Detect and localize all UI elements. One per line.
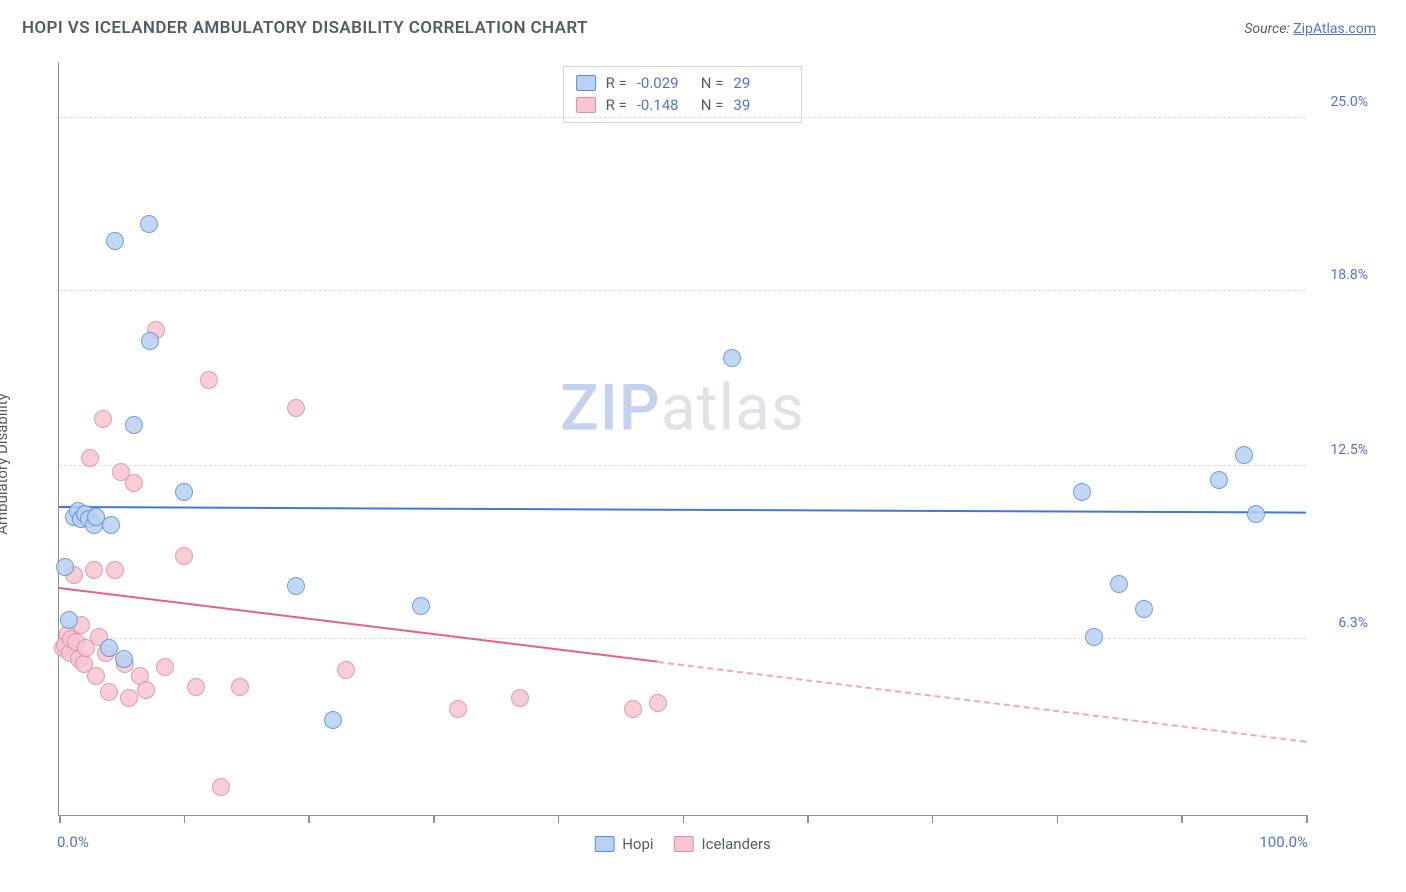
stats-legend-box: R = -0.029 N = 29 R = -0.148 N = 39 <box>563 66 803 123</box>
data-point-hopi <box>56 558 74 576</box>
data-point-icelanders <box>231 678 249 696</box>
legend-label: Hopi <box>622 835 653 853</box>
data-point-hopi <box>324 711 342 729</box>
data-point-hopi <box>723 349 741 367</box>
gridline <box>59 117 1306 118</box>
stat-r-label: R = <box>606 72 627 94</box>
stats-row-icelanders: R = -0.148 N = 39 <box>576 94 788 116</box>
stat-n-value: 39 <box>733 94 787 116</box>
data-point-icelanders <box>175 547 193 565</box>
chart-title: HOPI VS ICELANDER AMBULATORY DISABILITY … <box>22 18 588 38</box>
stat-r-label: R = <box>606 94 627 116</box>
legend-item-hopi: Hopi <box>594 835 653 853</box>
trend-line-hopi <box>59 506 1306 514</box>
stat-r-value: -0.148 <box>637 94 691 116</box>
source-prefix: Source: <box>1244 21 1293 37</box>
data-point-icelanders <box>106 561 124 579</box>
x-tick <box>558 815 560 823</box>
data-point-hopi <box>287 577 305 595</box>
data-point-hopi <box>175 483 193 501</box>
data-point-icelanders <box>120 689 138 707</box>
y-tick-label: 18.8% <box>1312 267 1368 283</box>
x-tick <box>59 815 61 823</box>
data-point-icelanders <box>85 561 103 579</box>
watermark-bold: ZIP <box>560 371 661 446</box>
data-point-icelanders <box>212 778 230 796</box>
data-point-hopi <box>102 516 120 534</box>
data-point-icelanders <box>624 700 642 718</box>
x-axis-max-label: 100.0% <box>1259 833 1308 851</box>
gridline <box>59 290 1306 291</box>
x-tick <box>433 815 435 823</box>
x-axis-min-label: 0.0% <box>57 833 89 851</box>
watermark: ZIPatlas <box>560 371 805 446</box>
x-tick <box>1057 815 1059 823</box>
data-point-icelanders <box>156 658 174 676</box>
data-point-hopi <box>1110 575 1128 593</box>
data-point-hopi <box>1235 446 1253 464</box>
series-legend: Hopi Icelanders <box>594 835 771 853</box>
data-point-icelanders <box>337 661 355 679</box>
data-point-icelanders <box>449 700 467 718</box>
x-tick <box>683 815 685 823</box>
data-point-hopi <box>1085 628 1103 646</box>
data-point-icelanders <box>100 683 118 701</box>
y-tick-label: 25.0% <box>1312 94 1368 110</box>
gridline <box>59 465 1306 466</box>
data-point-icelanders <box>187 678 205 696</box>
data-point-icelanders <box>649 694 667 712</box>
x-tick <box>1306 815 1308 823</box>
data-point-hopi <box>1247 505 1265 523</box>
watermark-light: atlas <box>661 371 805 446</box>
data-point-icelanders <box>94 410 112 428</box>
trend-line-icelanders-dashed <box>657 661 1306 743</box>
y-tick-label: 6.3% <box>1312 615 1368 631</box>
stat-n-label: N = <box>701 72 724 94</box>
data-point-hopi <box>1210 471 1228 489</box>
data-point-icelanders <box>287 399 305 417</box>
data-point-hopi <box>412 597 430 615</box>
data-point-hopi <box>125 416 143 434</box>
data-point-hopi <box>115 650 133 668</box>
x-tick <box>807 815 809 823</box>
stats-row-hopi: R = -0.029 N = 29 <box>576 72 788 94</box>
legend-label: Icelanders <box>702 835 771 853</box>
swatch-icelanders <box>674 836 694 852</box>
x-tick <box>932 815 934 823</box>
data-point-hopi <box>60 611 78 629</box>
data-point-icelanders <box>87 667 105 685</box>
legend-item-icelanders: Icelanders <box>674 835 771 853</box>
data-point-hopi <box>1135 600 1153 618</box>
x-tick <box>308 815 310 823</box>
x-tick <box>184 815 186 823</box>
gridline <box>59 638 1306 639</box>
data-point-icelanders <box>137 681 155 699</box>
swatch-hopi <box>576 75 596 91</box>
stat-n-value: 29 <box>733 72 787 94</box>
data-point-hopi <box>141 332 159 350</box>
data-point-icelanders <box>81 449 99 467</box>
data-point-hopi <box>1073 483 1091 501</box>
stat-n-label: N = <box>701 94 724 116</box>
y-tick-label: 12.5% <box>1312 442 1368 458</box>
stat-r-value: -0.029 <box>637 72 691 94</box>
data-point-icelanders <box>511 689 529 707</box>
data-point-icelanders <box>200 371 218 389</box>
x-tick <box>1181 815 1183 823</box>
data-point-hopi <box>140 215 158 233</box>
data-point-icelanders <box>125 474 143 492</box>
swatch-hopi <box>594 836 614 852</box>
trend-line-icelanders <box>59 587 658 663</box>
y-axis-title: Ambulatory Disability <box>0 393 11 535</box>
source-label: Source: ZipAtlas.com <box>1244 21 1376 37</box>
data-point-hopi <box>106 232 124 250</box>
swatch-icelanders <box>576 97 596 113</box>
source-link[interactable]: ZipAtlas.com <box>1293 21 1376 37</box>
plot-area: ZIPatlas R =-0.029N =29R =-0.148N =39 0.… <box>58 62 1306 816</box>
